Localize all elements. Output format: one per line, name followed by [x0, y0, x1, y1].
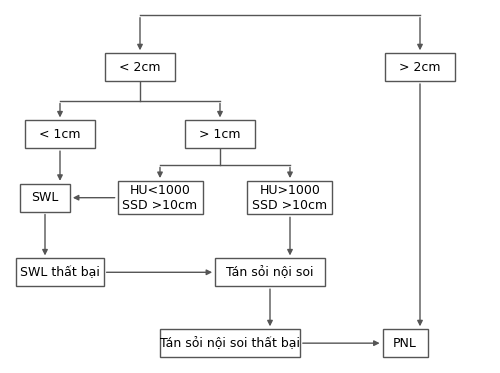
- FancyBboxPatch shape: [382, 329, 428, 357]
- FancyBboxPatch shape: [118, 181, 202, 214]
- FancyBboxPatch shape: [25, 120, 95, 148]
- Text: PNL: PNL: [393, 337, 417, 350]
- FancyBboxPatch shape: [105, 53, 175, 81]
- Text: > 2cm: > 2cm: [399, 61, 441, 73]
- FancyBboxPatch shape: [16, 258, 104, 286]
- Text: SWL thất bại: SWL thất bại: [20, 266, 100, 279]
- Text: Tán sỏi nội soi thất bại: Tán sỏi nội soi thất bại: [160, 337, 300, 350]
- FancyBboxPatch shape: [20, 184, 70, 212]
- Text: < 1cm: < 1cm: [39, 128, 81, 141]
- FancyBboxPatch shape: [215, 258, 325, 286]
- Text: < 2cm: < 2cm: [120, 61, 161, 73]
- Text: Tán sỏi nội soi: Tán sỏi nội soi: [226, 266, 314, 279]
- FancyBboxPatch shape: [385, 53, 455, 81]
- Text: HU>1000
SSD >10cm: HU>1000 SSD >10cm: [252, 184, 328, 212]
- FancyBboxPatch shape: [248, 181, 332, 214]
- Text: > 1cm: > 1cm: [199, 128, 241, 141]
- Text: SWL: SWL: [32, 191, 58, 204]
- Text: HU<1000
SSD >10cm: HU<1000 SSD >10cm: [122, 184, 198, 212]
- FancyBboxPatch shape: [185, 120, 255, 148]
- FancyBboxPatch shape: [160, 329, 300, 357]
